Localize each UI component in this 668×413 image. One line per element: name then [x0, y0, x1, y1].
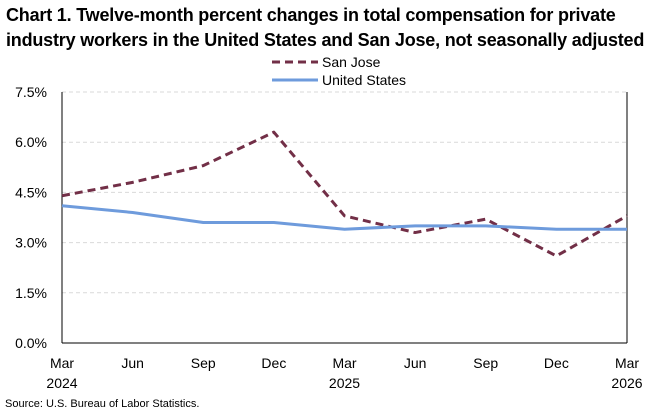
axes: [61, 92, 628, 344]
legend: San Jose United States: [272, 54, 406, 88]
x-year-label: 2025: [329, 375, 360, 391]
series-line-san-jose: [61, 130, 628, 258]
y-tick-label: 6.0%: [15, 134, 47, 150]
legend-label: United States: [322, 72, 406, 88]
x-tick-label: Jun: [404, 355, 427, 371]
y-tick-label: 0.0%: [15, 335, 47, 351]
chart-title: Chart 1. Twelve-month percent changes in…: [6, 3, 666, 53]
chart-title-line-2: industry workers in the United States an…: [6, 30, 645, 50]
series-lines: [61, 130, 628, 258]
x-tick-label: Mar: [332, 355, 356, 371]
x-tick-label: Sep: [473, 355, 498, 371]
y-tick-label: 4.5%: [15, 184, 47, 200]
y-tick-label: 1.5%: [15, 285, 47, 301]
x-tick-label: Dec: [261, 355, 286, 371]
gridlines: [62, 91, 627, 294]
x-year-label: 2026: [611, 375, 642, 391]
y-tick-label: 7.5%: [15, 84, 47, 100]
x-axis-tick-labels: Mar 2024 Jun Sep Dec Mar 2025 Jun Sep Dec Mar 2026: [46, 355, 642, 391]
legend-label: San Jose: [322, 54, 381, 70]
chart-title-line-1: Chart 1. Twelve-month percent changes in…: [6, 5, 616, 25]
x-tick-label: Jun: [121, 355, 144, 371]
x-year-label: 2024: [46, 375, 77, 391]
y-axis-tick-labels: 0.0% 1.5% 3.0% 4.5% 6.0% 7.5%: [15, 84, 47, 351]
x-tick-label: Sep: [191, 355, 216, 371]
source-note: Source: U.S. Bureau of Labor Statistics.: [5, 398, 200, 410]
y-tick-label: 3.0%: [15, 235, 47, 251]
x-tick-label: Dec: [544, 355, 569, 371]
x-tick-label: Mar: [615, 355, 639, 371]
series-line-united-states: [61, 204, 627, 231]
x-tick-label: Mar: [50, 355, 74, 371]
